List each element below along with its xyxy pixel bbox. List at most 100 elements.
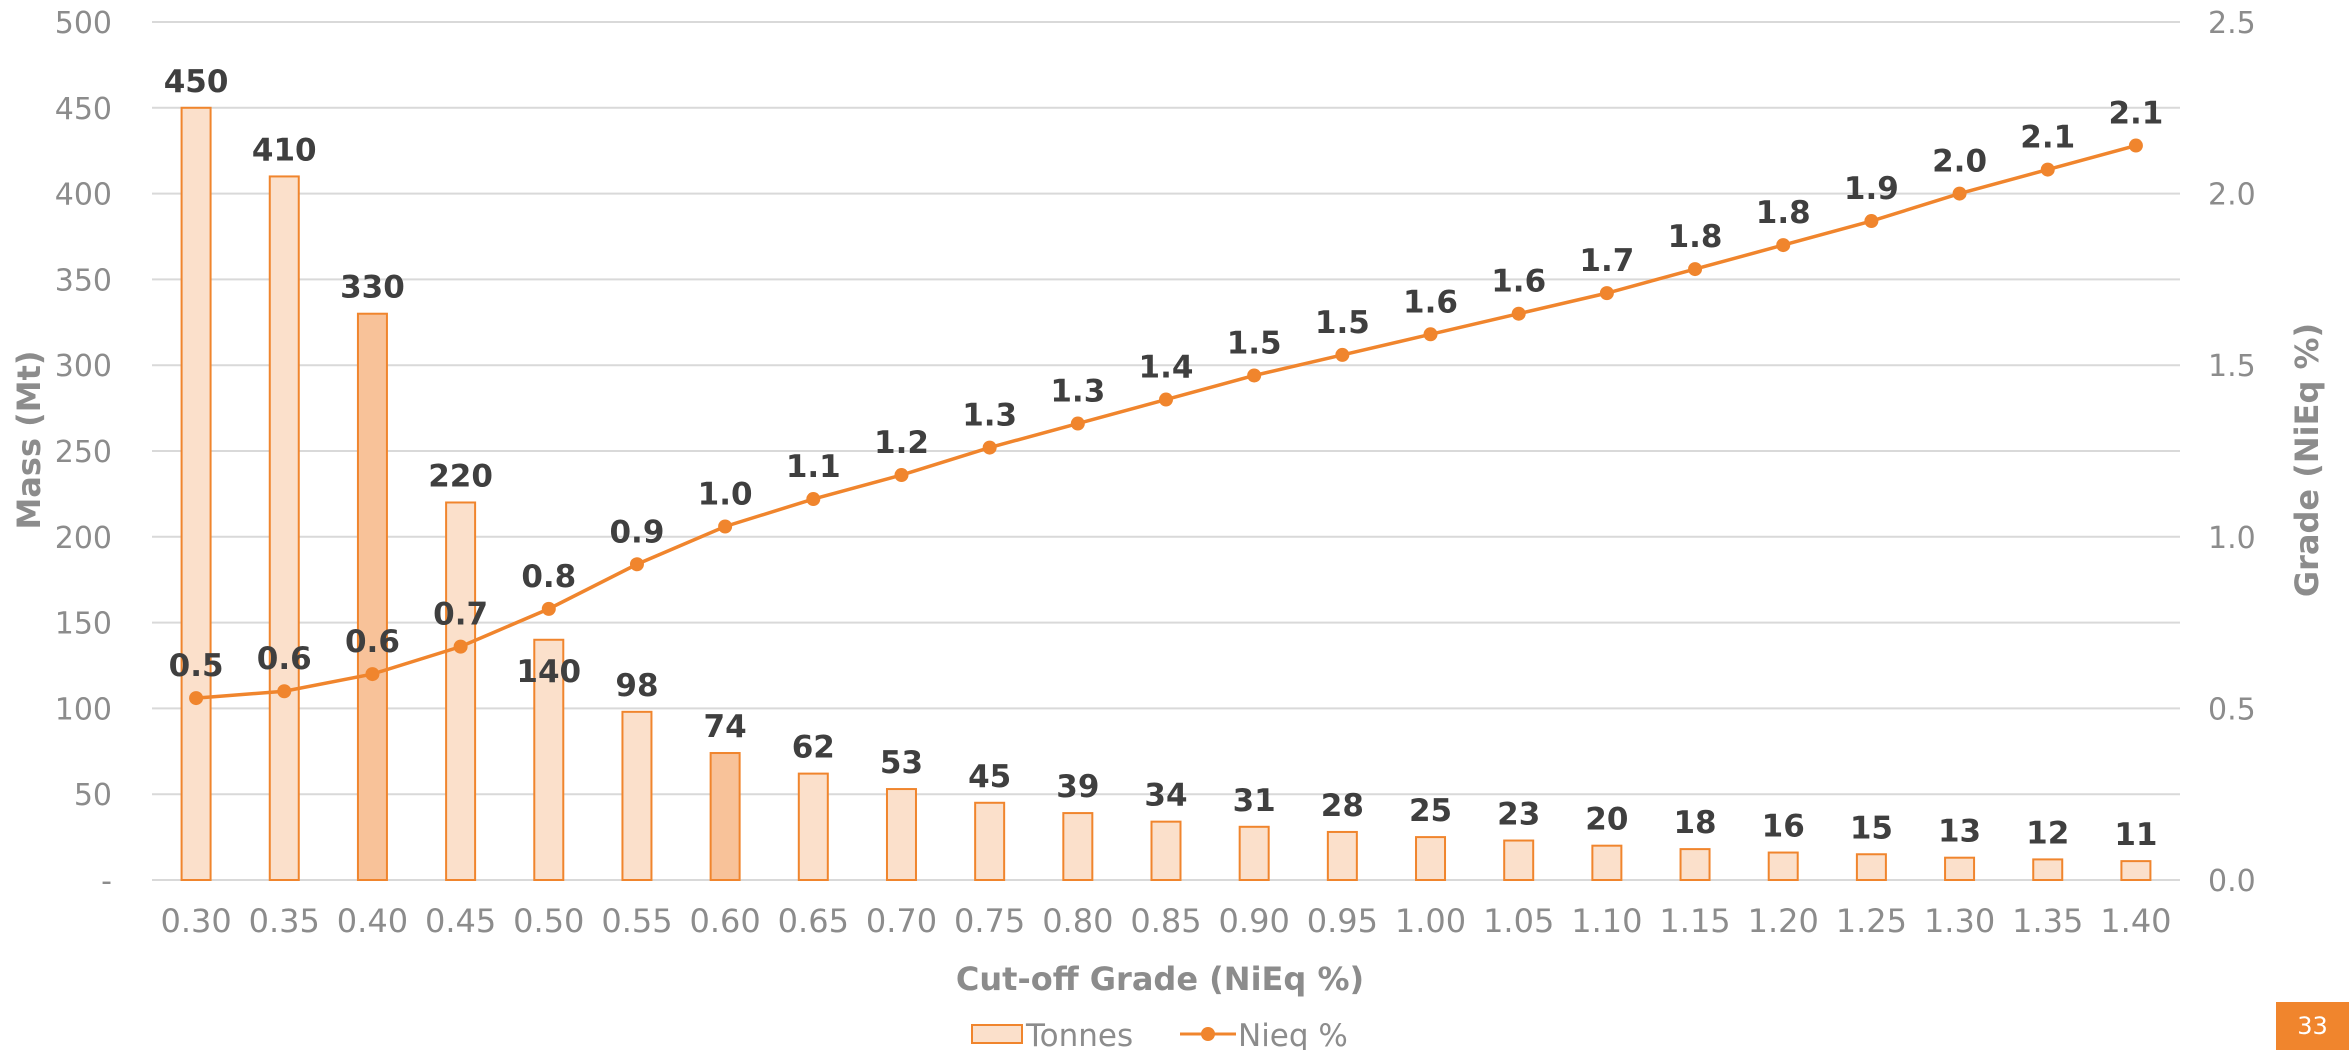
tonnes-bar (180, 106, 212, 882)
nieq-point (1423, 327, 1438, 342)
nieq-point (894, 468, 909, 483)
x-tick-label: 0.35 (249, 902, 320, 940)
nieq-data-label: 1.5 (1227, 325, 1282, 361)
y-axis-title: Mass (Mt) (10, 350, 48, 529)
nieq-data-label: 0.6 (345, 624, 400, 660)
x-tick-label: 1.10 (1571, 902, 1642, 940)
right-axis-ticks: 0.0 0.5 1.0 1.5 2.0 2.5 (2208, 6, 2256, 899)
tonnes-data-label: 18 (1673, 805, 1716, 841)
nieq-data-label: 0.7 (433, 597, 488, 633)
legend-tonnes-label: Tonnes (1025, 1018, 1133, 1050)
nieq-point (1511, 306, 1526, 321)
nieq-data-label: 1.9 (1844, 171, 1899, 207)
tonnes-data-label: 20 (1585, 802, 1628, 838)
tonnes-bar (1062, 812, 1094, 881)
y-tick-label: 250 (55, 435, 112, 470)
tonnes-bar (797, 772, 829, 881)
nieq-data-label: 0.8 (521, 559, 576, 595)
tonnes-data-label: 23 (1497, 797, 1540, 833)
nieq-data-label: 1.8 (1756, 195, 1811, 231)
x-tick-label: 1.35 (2012, 902, 2083, 940)
nieq-point (189, 691, 204, 706)
nieq-data-label: 1.5 (1315, 305, 1370, 341)
y2-tick-label: 1.5 (2208, 349, 2256, 384)
nieq-point (2128, 138, 2143, 153)
tonnes-data-label: 74 (704, 709, 747, 745)
x-tick-label: 0.40 (337, 902, 408, 940)
x-tick-label: 0.75 (954, 902, 1025, 940)
x-tick-label: 0.70 (866, 902, 937, 940)
tonnes-data-label: 25 (1409, 793, 1452, 829)
legend: Tonnes Nieq % (971, 1018, 1348, 1050)
tonnes-bar (1679, 848, 1711, 881)
tonnes-data-label: 13 (1938, 814, 1981, 850)
y-tick-label: 500 (55, 6, 112, 41)
x-tick-label: 0.55 (601, 902, 672, 940)
y-tick-label: 450 (55, 92, 112, 127)
nieq-point (629, 557, 644, 572)
page-number-badge: 33 (2276, 1002, 2349, 1050)
x-tick-label: 1.25 (1836, 902, 1907, 940)
tonnes-bar (1415, 836, 1447, 881)
tonnes-data-label: 31 (1233, 783, 1276, 819)
nieq-data-label: 1.4 (1139, 350, 1194, 386)
tonnes-data-label: 16 (1762, 809, 1805, 845)
tonnes-data-label: 98 (615, 668, 658, 704)
tonnes-data-label: 45 (968, 759, 1011, 795)
x-tick-label: 0.30 (160, 902, 231, 940)
x-tick-label: 1.40 (2100, 902, 2171, 940)
tonnes-bar (709, 752, 741, 881)
tonnes-data-label: 220 (428, 458, 493, 494)
y2-tick-label: 2.5 (2208, 6, 2256, 41)
tonnes-data-label: 62 (792, 730, 835, 766)
legend-nieq-marker (1201, 1027, 1215, 1041)
y-tick-label: 400 (55, 178, 112, 213)
nieq-point (982, 440, 997, 455)
tonnes-bar (1591, 844, 1623, 881)
nieq-point (718, 519, 733, 534)
tonnes-data-label: 34 (1144, 778, 1187, 814)
x-tick-label: 0.95 (1307, 902, 1378, 940)
tonnes-bar (1767, 851, 1799, 882)
tonnes-bar (1150, 820, 1182, 882)
nieq-line-series (189, 138, 2143, 706)
nieq-point (1247, 368, 1262, 383)
tonnes-data-label: 330 (340, 270, 405, 306)
tonnes-bar (2032, 858, 2064, 882)
tonnes-bar (885, 788, 917, 881)
tonnes-data-label: 11 (2114, 817, 2157, 853)
tonnes-data-labels: 450 410 330 220 140 98 74 62 53 45 39 34 31 28 25 23 20 1… (164, 64, 2158, 853)
tonnes-bar (1855, 853, 1887, 882)
y-tick-label: 300 (55, 349, 112, 384)
nieq-point (541, 601, 556, 616)
nieq-point (1864, 214, 1879, 229)
nieq-data-label: 1.7 (1579, 243, 1634, 279)
y2-tick-label: 1.0 (2208, 521, 2256, 556)
y-tick-label: 350 (55, 263, 112, 298)
x-axis-title: Cut-off Grade (NiEq %) (956, 960, 1364, 998)
tonnes-data-label: 53 (880, 745, 923, 781)
nieq-point (1599, 286, 1614, 301)
y-tick-label: 200 (55, 521, 112, 556)
x-tick-label: 1.05 (1483, 902, 1554, 940)
tonnes-data-label: 28 (1321, 788, 1364, 824)
x-tick-label: 0.80 (1042, 902, 1113, 940)
nieq-point (365, 667, 380, 682)
tonnes-data-label: 140 (516, 654, 581, 690)
nieq-data-label: 0.9 (609, 514, 664, 550)
tonnes-bar (974, 801, 1006, 882)
nieq-point (1159, 392, 1173, 407)
gridlines (152, 21, 2180, 881)
nieq-data-label: 1.8 (1668, 219, 1723, 255)
tonnes-bar (1326, 830, 1358, 882)
tonnes-bar (356, 312, 388, 882)
tonnes-data-label: 410 (252, 132, 317, 168)
y-tick-label: 150 (55, 607, 112, 642)
tonnes-data-label: 12 (2026, 815, 2069, 851)
nieq-data-label: 1.2 (874, 425, 929, 461)
x-tick-label: 0.45 (425, 902, 496, 940)
nieq-point (277, 684, 292, 699)
x-tick-label: 0.50 (513, 902, 584, 940)
x-tick-label: 1.20 (1748, 902, 1819, 940)
x-tick-label: 0.85 (1130, 902, 1201, 940)
